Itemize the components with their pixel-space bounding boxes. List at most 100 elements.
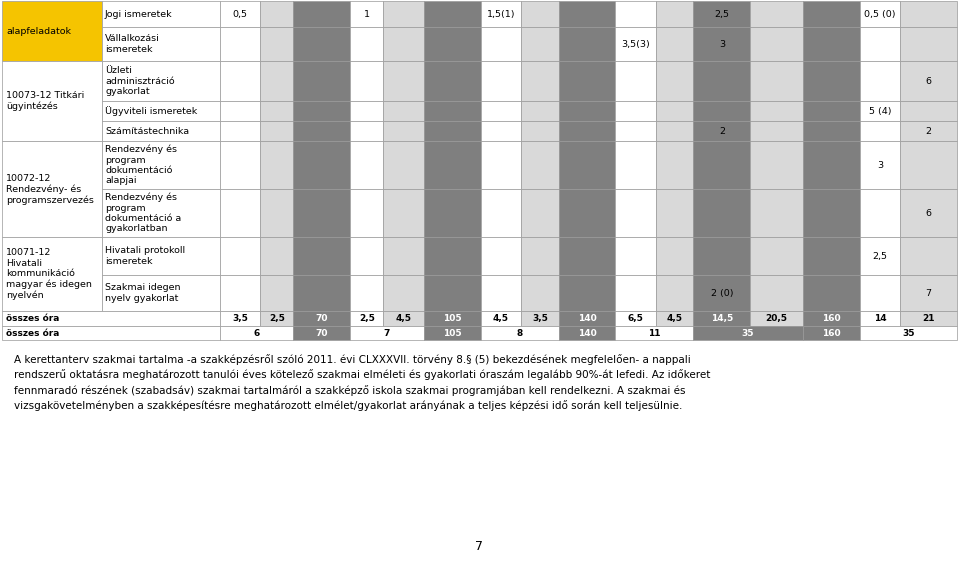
Bar [616,326,693,340]
Text: 3: 3 [877,160,883,169]
Bar [424,141,480,189]
Bar [480,27,521,61]
Bar [901,311,957,326]
Text: alapfeladatok: alapfeladatok [6,26,71,35]
Bar [293,275,350,311]
Bar [384,141,424,189]
Bar [293,189,350,237]
Bar [293,121,350,141]
Bar [616,121,656,141]
Bar [220,101,261,121]
Bar [384,275,424,311]
Bar [803,275,859,311]
Text: Rendezvény és
program
dokumentáció
alapjai: Rendezvény és program dokumentáció alapj… [105,145,177,185]
Bar [803,121,859,141]
Text: 11: 11 [648,329,661,338]
Bar [656,311,693,326]
Bar [293,326,350,340]
Bar [859,326,957,340]
Bar [859,311,901,326]
Bar [521,141,558,189]
Text: 2,5: 2,5 [873,251,887,260]
Text: 1: 1 [363,10,370,19]
Bar [803,61,859,101]
Bar [558,189,616,237]
Bar [220,1,261,27]
Text: 0,5: 0,5 [233,10,247,19]
Bar [102,275,220,311]
Bar [901,27,957,61]
Bar [859,275,901,311]
Bar [750,189,803,237]
Bar [102,27,220,61]
Bar [521,237,558,275]
Bar [521,27,558,61]
Bar [859,61,901,101]
Bar [2,1,102,61]
Bar [750,237,803,275]
Bar [693,27,750,61]
Text: 2: 2 [719,126,725,136]
Bar [102,61,220,101]
Text: 2 (0): 2 (0) [711,288,733,297]
Bar [616,311,656,326]
Bar [102,1,220,27]
Bar [220,311,261,326]
Bar [901,1,957,27]
Bar [261,275,293,311]
Bar [616,61,656,101]
Bar [656,237,693,275]
Bar [293,141,350,189]
Text: 20,5: 20,5 [765,314,787,323]
Bar [558,141,616,189]
Bar [2,61,102,141]
Bar [424,61,480,101]
Bar [859,121,901,141]
Bar [803,1,859,27]
Bar [750,27,803,61]
Text: 8: 8 [517,329,523,338]
Bar [480,141,521,189]
Bar [424,1,480,27]
Text: 21: 21 [923,314,935,323]
Text: Üzleti
adminisztráció
gyakorlat: Üzleti adminisztráció gyakorlat [105,66,175,96]
Bar [803,101,859,121]
Text: 4,5: 4,5 [667,314,683,323]
Bar [261,237,293,275]
Bar [480,237,521,275]
Bar [293,61,350,101]
Bar [261,101,293,121]
Text: Jogi ismeretek: Jogi ismeretek [105,10,173,19]
Bar [616,237,656,275]
Bar [803,326,859,340]
Bar [220,275,261,311]
Text: összes óra: összes óra [6,314,59,323]
Bar [558,27,616,61]
Text: Rendezvény és
program
dokumentáció a
gyakorlatban: Rendezvény és program dokumentáció a gya… [105,192,181,233]
Bar [2,237,102,311]
Bar [901,141,957,189]
Bar [384,27,424,61]
Bar [293,1,350,27]
Bar [656,189,693,237]
Bar [102,121,220,141]
Bar [859,27,901,61]
Text: 6: 6 [925,76,931,85]
Text: Hivatali protokoll
ismeretek: Hivatali protokoll ismeretek [105,246,185,266]
Bar [2,311,220,326]
Text: 2,5: 2,5 [269,314,285,323]
Bar [424,189,480,237]
Bar [384,121,424,141]
Bar [616,101,656,121]
Text: 6: 6 [925,209,931,218]
Text: 0,5 (0): 0,5 (0) [864,10,896,19]
Bar [384,1,424,27]
Bar [480,189,521,237]
Bar [656,275,693,311]
Bar [480,121,521,141]
Bar [859,101,901,121]
Bar [480,326,558,340]
Bar [750,121,803,141]
Text: 4,5: 4,5 [493,314,509,323]
Bar [693,189,750,237]
